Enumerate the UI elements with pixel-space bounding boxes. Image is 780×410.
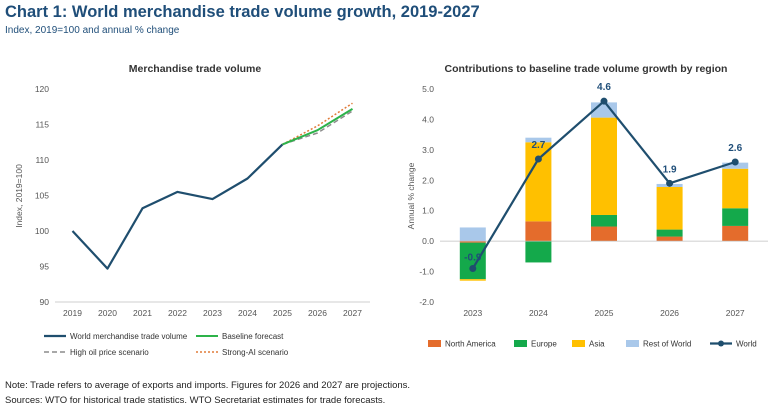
legend-label: Asia bbox=[589, 340, 605, 349]
left-chart-x-tick-label: 2020 bbox=[98, 308, 117, 318]
world-growth-point bbox=[600, 97, 608, 105]
left-chart-x-tick-label: 2022 bbox=[168, 308, 187, 318]
rest-of-world-bar bbox=[525, 137, 552, 143]
europe-bar bbox=[722, 208, 749, 226]
europe-bar bbox=[525, 241, 552, 263]
world-trade-volume-line bbox=[71, 143, 284, 270]
legend-swatch bbox=[572, 340, 585, 347]
asia-bar bbox=[591, 117, 617, 215]
strong-ai-scenario-line bbox=[282, 102, 353, 146]
asia-bar bbox=[525, 142, 552, 222]
world-growth-data-label: -0.9 bbox=[464, 253, 482, 264]
world-growth-point bbox=[666, 179, 674, 187]
right-chart-x-tick-label: 2023 bbox=[463, 308, 482, 318]
right-chart-x-tick-label: 2025 bbox=[595, 308, 614, 318]
right-chart-y-tick-label: 3.0 bbox=[422, 145, 434, 155]
legend-label: World merchandise trade volume bbox=[70, 332, 188, 341]
right-chart-y-tick-label: 0.0 bbox=[422, 236, 434, 246]
right-chart-y-tick-label: -1.0 bbox=[419, 267, 434, 277]
rest-of-world-bar bbox=[459, 227, 486, 242]
north-america-bar bbox=[656, 236, 683, 242]
page-title: Chart 1: World merchandise trade volume … bbox=[5, 3, 480, 21]
legend-label: Strong-AI scenario bbox=[222, 348, 289, 357]
legend-label: World bbox=[736, 340, 757, 349]
europe-bar bbox=[656, 229, 683, 237]
legend-label: High oil price scenario bbox=[70, 348, 149, 357]
left-chart-x-tick-label: 2027 bbox=[343, 308, 362, 318]
left-chart-x-tick-label: 2023 bbox=[203, 308, 222, 318]
right-chart-x-tick-label: 2027 bbox=[726, 308, 745, 318]
world-growth-data-label: 2.7 bbox=[531, 140, 545, 151]
left-chart-x-tick-label: 2019 bbox=[63, 308, 82, 318]
world-growth-point bbox=[469, 265, 477, 273]
left-chart-y-tick-label: 90 bbox=[40, 297, 50, 307]
asia-bar bbox=[722, 168, 749, 209]
left-chart-y-tick-label: 120 bbox=[35, 84, 49, 94]
asia-bar bbox=[656, 186, 683, 230]
world-growth-data-label: 1.9 bbox=[663, 164, 677, 175]
left-chart-y-tick-label: 110 bbox=[35, 155, 49, 165]
europe-bar bbox=[459, 242, 486, 280]
world-growth-point bbox=[534, 155, 542, 163]
right-chart-title: Contributions to baseline trade volume g… bbox=[445, 63, 728, 75]
right-chart-y-tick-label: 2.0 bbox=[422, 175, 434, 185]
baseline-forecast-line bbox=[282, 108, 354, 146]
left-chart-y-tick-label: 95 bbox=[40, 262, 50, 272]
right-chart-y-tick-label: 5.0 bbox=[422, 84, 434, 94]
left-chart-x-tick-label: 2024 bbox=[238, 308, 257, 318]
left-chart-x-tick-label: 2025 bbox=[273, 308, 292, 318]
europe-bar bbox=[591, 214, 617, 227]
sources-text: Sources: WTO for historical trade statis… bbox=[5, 395, 386, 406]
legend-swatch bbox=[514, 340, 527, 347]
north-america-bar bbox=[722, 225, 749, 242]
north-america-bar bbox=[525, 221, 552, 242]
page-subtitle: Index, 2019=100 and annual % change bbox=[5, 25, 180, 36]
north-america-bar bbox=[459, 241, 486, 243]
note-text: Note: Trade refers to average of exports… bbox=[5, 380, 411, 391]
right-chart-x-tick-label: 2024 bbox=[529, 308, 548, 318]
left-chart-y-tick-label: 115 bbox=[35, 120, 49, 130]
legend-label: North America bbox=[445, 340, 496, 349]
world-growth-point bbox=[731, 158, 739, 166]
north-america-bar bbox=[591, 226, 617, 242]
world-growth-data-label: 2.6 bbox=[728, 143, 742, 154]
right-chart-x-tick-label: 2026 bbox=[660, 308, 679, 318]
legend-label: Rest of World bbox=[643, 340, 691, 349]
left-chart-x-tick-label: 2021 bbox=[133, 308, 152, 318]
world-growth-data-label: 4.6 bbox=[597, 82, 611, 93]
right-chart-y-tick-label: 4.0 bbox=[422, 114, 434, 124]
right-chart-y-tick-label: 1.0 bbox=[422, 206, 434, 216]
left-chart-x-tick-label: 2026 bbox=[308, 308, 327, 318]
right-chart-y-tick-label: -2.0 bbox=[419, 297, 434, 307]
left-chart-y-axis-label: Index, 2019=100 bbox=[14, 164, 24, 228]
legend-swatch bbox=[718, 340, 724, 347]
left-chart-y-tick-label: 105 bbox=[35, 191, 49, 201]
asia-bar bbox=[459, 279, 486, 281]
legend-swatch bbox=[428, 340, 441, 347]
left-chart-y-tick-label: 100 bbox=[35, 226, 49, 236]
rest-of-world-bar bbox=[722, 162, 749, 169]
legend-label: Baseline forecast bbox=[222, 332, 284, 341]
legend-label: Europe bbox=[531, 340, 557, 349]
left-chart-title: Merchandise trade volume bbox=[129, 63, 262, 75]
right-chart-y-axis-label: Annual % change bbox=[406, 162, 416, 229]
legend-swatch bbox=[626, 340, 639, 347]
